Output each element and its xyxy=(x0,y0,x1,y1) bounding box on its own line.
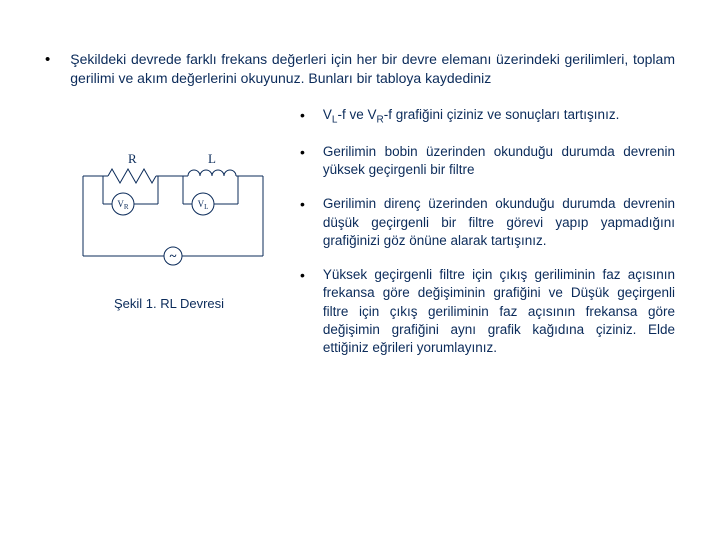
rl-circuit-diagram: R L ~ VR VL xyxy=(68,141,278,281)
bullet-text-1: Gerilimin bobin üzerinden okunduğu durum… xyxy=(323,143,675,179)
intro-bullet-marker: • xyxy=(45,50,50,88)
content-row: R L ~ VR VL Şekil 1. RL Devresi • VL-f v… xyxy=(45,106,675,357)
bullet-marker: • xyxy=(300,195,305,250)
bullet-row-1: • Gerilimin bobin üzerinden okunduğu dur… xyxy=(300,143,675,179)
intro-text: Şekildeki devrede farklı frekans değerle… xyxy=(70,50,675,88)
bullet-text-3: Yüksek geçirgenli filtre için çıkış geri… xyxy=(323,266,675,357)
label-R: R xyxy=(128,151,137,166)
bullet-text-2: Gerilimin direnç üzerinden okunduğu duru… xyxy=(323,195,675,250)
label-L: L xyxy=(208,151,216,166)
label-source: ~ xyxy=(170,248,177,263)
bullet-row-2: • Gerilimin direnç üzerinden okunduğu du… xyxy=(300,195,675,250)
bullet-row-0: • VL-f ve VR-f grafiğini çiziniz ve sonu… xyxy=(300,106,675,127)
intro-bullet-row: • Şekildeki devrede farklı frekans değer… xyxy=(45,50,675,88)
bullet-marker: • xyxy=(300,266,305,357)
bullet-row-3: • Yüksek geçirgenli filtre için çıkış ge… xyxy=(300,266,675,357)
bullet-marker: • xyxy=(300,143,305,179)
bullets-column: • VL-f ve VR-f grafiğini çiziniz ve sonu… xyxy=(300,106,675,357)
label-VL: VL xyxy=(198,199,209,211)
circuit-column: R L ~ VR VL Şekil 1. RL Devresi xyxy=(45,106,275,357)
bullet-marker: • xyxy=(300,106,305,127)
circuit-caption: Şekil 1. RL Devresi xyxy=(63,296,275,311)
bullet-text-0: VL-f ve VR-f grafiğini çiziniz ve sonuçl… xyxy=(323,106,675,127)
circuit-svg: R L ~ VR VL xyxy=(68,141,278,281)
label-VR: VR xyxy=(117,199,129,211)
